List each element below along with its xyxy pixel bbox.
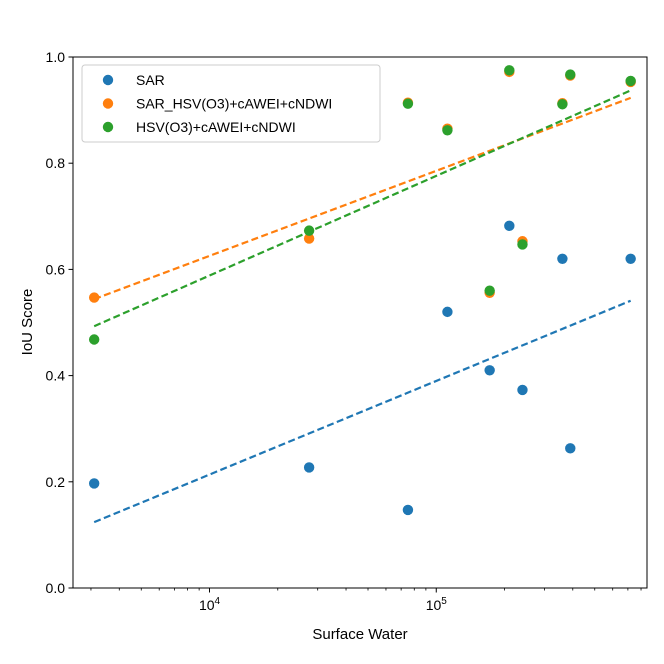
axes-frame (72, 56, 648, 589)
data-point-series-3 (303, 225, 315, 236)
data-point-series-1 (402, 504, 414, 516)
data-point-series-3 (442, 125, 453, 136)
trend-line-series-2 (93, 96, 632, 301)
legend-marker-series-2 (102, 98, 114, 109)
y-tick-label: 0.2 (46, 474, 66, 490)
legend-marker-series-1 (102, 74, 114, 86)
legend: SAR SAR_HSV(O3)+cAWEI+cNDWI HSV(O3)+cAWEI+… (81, 64, 381, 143)
y-tick-label: 0.8 (46, 155, 66, 171)
trend-line-series-1 (93, 299, 632, 524)
data-point-series-2 (303, 233, 315, 244)
data-point-series-1 (504, 220, 515, 232)
y-tick-label: 0.4 (46, 368, 66, 384)
data-point-series-3 (565, 69, 576, 80)
data-point-series-3 (517, 239, 528, 250)
legend-box (81, 64, 381, 143)
data-point-series-1 (442, 306, 453, 318)
legend-marker-series-3 (102, 121, 114, 133)
data-point-series-1 (517, 384, 528, 396)
legend-label-series-2: SAR_HSV(O3)+cAWEI+cNDWI (136, 96, 332, 112)
data-point-series-3 (625, 75, 636, 87)
data-point-series-1 (303, 462, 315, 473)
x-tick-label: 104 (199, 596, 221, 613)
trend-line-series-3 (93, 89, 632, 328)
plot-area (88, 65, 636, 524)
y-tick-label: 0.0 (46, 580, 66, 596)
data-point-series-2 (88, 292, 100, 303)
data-point-series-1 (484, 365, 495, 376)
y-axis-label: IoU Score (19, 289, 36, 356)
legend-label-series-3: HSV(O3)+cAWEI+cNDWI (136, 119, 296, 135)
data-point-series-1 (565, 443, 576, 454)
legend-label-series-1: SAR (136, 72, 165, 88)
data-point-series-3 (402, 98, 414, 109)
y-tick-label: 1.0 (46, 49, 66, 65)
data-point-series-3 (88, 334, 100, 345)
y-tick-label: 0.6 (46, 261, 66, 277)
data-point-series-3 (504, 65, 515, 76)
x-tick-label: 105 (426, 596, 448, 613)
data-point-series-3 (484, 285, 495, 296)
data-point-series-1 (625, 253, 636, 264)
data-point-series-1 (88, 478, 100, 489)
data-point-series-3 (557, 99, 568, 110)
x-axis-label: Surface Water (312, 626, 407, 643)
data-point-series-1 (557, 253, 568, 264)
axes: 0.0 0.2 0.4 0.6 0.8 1.0 104 105 (46, 49, 642, 613)
